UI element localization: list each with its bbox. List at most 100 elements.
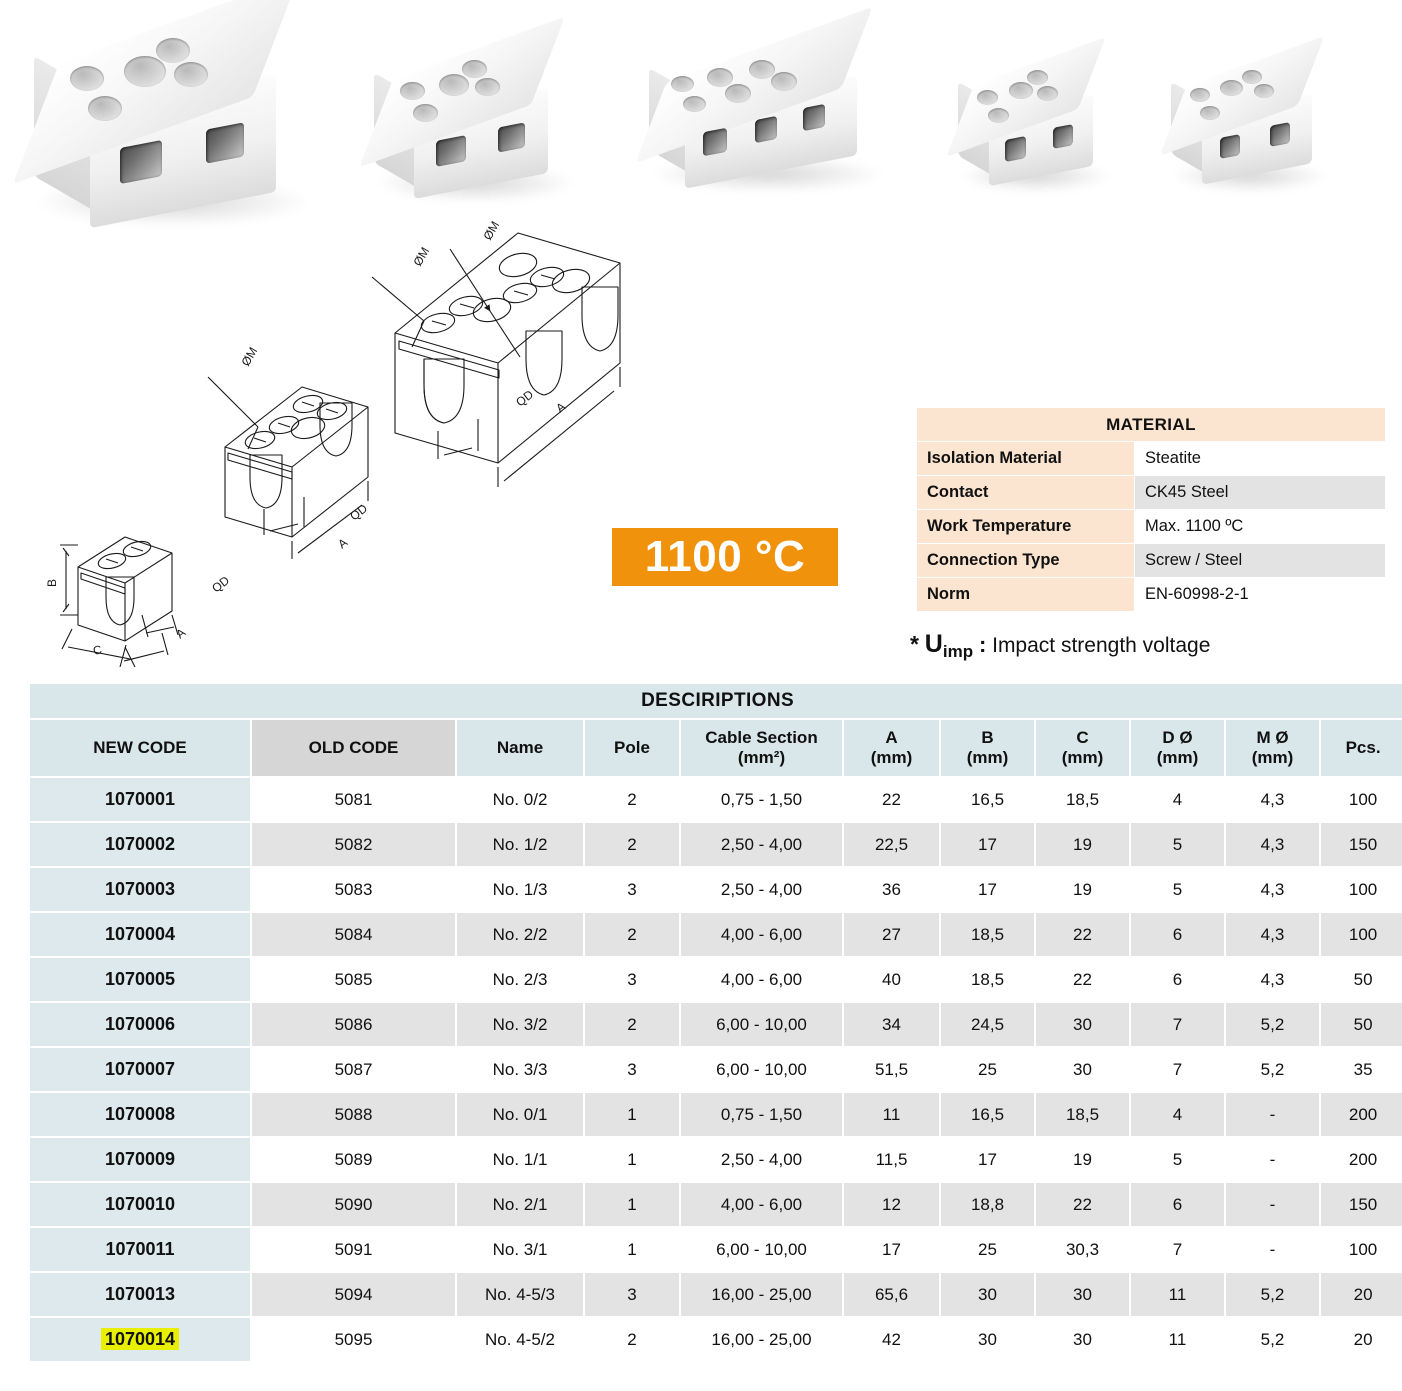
cell-new-code: 1070005 bbox=[28, 956, 252, 1003]
cell-pcs: 200 bbox=[1318, 1136, 1402, 1183]
cell-c: 18,5 bbox=[1034, 776, 1131, 823]
a-line2: (mm) bbox=[870, 748, 913, 767]
descriptions-header-row: NEW CODE OLD CODE Name Pole Cable Sectio… bbox=[28, 718, 1402, 778]
cell-cable-section: 0,75 - 1,50 bbox=[679, 776, 844, 823]
cell-a: 40 bbox=[842, 956, 941, 1003]
cell-b: 17 bbox=[939, 1136, 1036, 1183]
material-key-connection-type: Connection Type bbox=[916, 543, 1135, 578]
column-header-new-code: NEW CODE bbox=[28, 718, 252, 778]
cable-entry-hole bbox=[803, 103, 825, 132]
material-key-work-temperature: Work Temperature bbox=[916, 509, 1135, 544]
cell-b: 16,5 bbox=[939, 1091, 1036, 1138]
cell-a: 42 bbox=[842, 1316, 941, 1363]
cell-pole: 2 bbox=[583, 776, 681, 823]
material-value-isolation-material: Steatite bbox=[1134, 441, 1386, 476]
cell-c: 18,5 bbox=[1034, 1091, 1131, 1138]
material-title-row: MATERIAL bbox=[916, 407, 1386, 442]
cell-cable-section: 6,00 - 10,00 bbox=[679, 1001, 844, 1048]
column-header-d-diameter: D Ø (mm) bbox=[1129, 718, 1226, 778]
d-line1: D Ø bbox=[1162, 728, 1193, 748]
cell-pole: 2 bbox=[583, 821, 681, 868]
cell-m-diameter: 4,3 bbox=[1224, 866, 1321, 913]
cable-section-line1: Cable Section bbox=[705, 728, 818, 748]
cell-old-code: 5081 bbox=[250, 776, 457, 823]
dim-diameter-m-large bbox=[371, 248, 521, 358]
table-row: 1070010 5090 No. 2/1 1 4,00 - 6,00 12 18,8 22 6-… bbox=[28, 1181, 1402, 1228]
material-row: Isolation Material Steatite bbox=[916, 441, 1386, 476]
cell-pcs: 100 bbox=[1318, 866, 1402, 913]
cell-b: 30 bbox=[939, 1271, 1036, 1318]
cell-a: 22,5 bbox=[842, 821, 941, 868]
cell-m-diameter: 4,3 bbox=[1224, 821, 1321, 868]
product-photo-terminal-block-2-pole-large bbox=[12, 0, 328, 229]
cell-pole: 3 bbox=[583, 1271, 681, 1318]
cell-c: 30,3 bbox=[1034, 1226, 1131, 1273]
column-header-pole: Pole bbox=[583, 718, 681, 778]
dim-a-qd-small bbox=[119, 614, 179, 668]
material-key-contact: Contact bbox=[916, 475, 1135, 510]
screw-hole-top bbox=[1190, 88, 1210, 102]
dim-label-qd: QD bbox=[347, 501, 370, 523]
screw-hole-top bbox=[462, 60, 487, 78]
table-row: 1070002 5082 No. 1/2 2 2,50 - 4,00 22,5 17 19 5 4… bbox=[28, 821, 1402, 868]
cell-new-code: 1070014 bbox=[28, 1316, 252, 1363]
cell-pole: 1 bbox=[583, 1136, 681, 1183]
screw-hole-top bbox=[1037, 86, 1058, 101]
uimp-colon: : bbox=[978, 632, 987, 657]
cell-pcs: 50 bbox=[1318, 956, 1402, 1003]
cell-pcs: 20 bbox=[1318, 1316, 1402, 1363]
cell-c: 30 bbox=[1034, 1271, 1131, 1318]
product-photo-terminal-block-3-pole bbox=[635, 6, 890, 192]
cell-d-diameter: 5 bbox=[1129, 821, 1226, 868]
cell-name: No. 2/2 bbox=[455, 911, 585, 958]
screw-hole-top bbox=[70, 66, 104, 91]
c-line2: (mm) bbox=[1061, 748, 1104, 767]
drawing-medium-block bbox=[224, 386, 369, 538]
cell-d-diameter: 6 bbox=[1129, 1181, 1226, 1228]
cell-name: No. 0/2 bbox=[455, 776, 585, 823]
dim-label-a: A bbox=[335, 535, 350, 551]
cell-cable-section: 4,00 - 6,00 bbox=[679, 1181, 844, 1228]
cable-entry-hole bbox=[1005, 135, 1026, 163]
cell-a: 12 bbox=[842, 1181, 941, 1228]
cell-a: 22 bbox=[842, 776, 941, 823]
cell-d-diameter: 4 bbox=[1129, 776, 1226, 823]
cell-c: 22 bbox=[1034, 956, 1131, 1003]
cell-name: No. 1/3 bbox=[455, 866, 585, 913]
dim-label-diameter-m: ØM bbox=[410, 245, 432, 269]
cell-new-code: 1070006 bbox=[28, 1001, 252, 1048]
cell-pcs: 20 bbox=[1318, 1271, 1402, 1318]
cell-b: 17 bbox=[939, 866, 1036, 913]
cell-pcs: 35 bbox=[1318, 1046, 1402, 1093]
material-table-title: MATERIAL bbox=[916, 407, 1386, 442]
cell-old-code: 5086 bbox=[250, 1001, 457, 1048]
cell-c: 30 bbox=[1034, 1046, 1131, 1093]
cell-new-code: 1070013 bbox=[28, 1271, 252, 1318]
m-line1: M Ø bbox=[1256, 728, 1289, 748]
cell-m-diameter: - bbox=[1224, 1181, 1321, 1228]
screw-hole-top bbox=[1200, 106, 1220, 120]
material-row: Contact CK45 Steel bbox=[916, 475, 1386, 510]
m-line2: (mm) bbox=[1251, 748, 1294, 767]
dim-label-diameter-m: ØM bbox=[238, 345, 260, 369]
descriptions-table-title: DESCIRIPTIONS bbox=[27, 682, 1402, 720]
dim-b bbox=[60, 544, 78, 616]
cell-new-code: 1070010 bbox=[28, 1181, 252, 1228]
c-line1: C bbox=[1076, 728, 1089, 748]
screw-hole-top bbox=[1220, 80, 1243, 96]
cell-b: 18,5 bbox=[939, 911, 1036, 958]
cell-old-code: 5083 bbox=[250, 866, 457, 913]
cell-old-code: 5087 bbox=[250, 1046, 457, 1093]
material-key-norm: Norm bbox=[916, 577, 1135, 612]
screw-hole-top bbox=[977, 90, 998, 105]
cell-a: 65,6 bbox=[842, 1271, 941, 1318]
cell-b: 16,5 bbox=[939, 776, 1036, 823]
cell-pole: 1 bbox=[583, 1091, 681, 1138]
screw-hole-top bbox=[439, 74, 469, 96]
highlighted-code: 1070014 bbox=[100, 1328, 180, 1350]
cell-name: No. 3/3 bbox=[455, 1046, 585, 1093]
screw-hole-top bbox=[1009, 82, 1033, 99]
cell-new-code: 1070004 bbox=[28, 911, 252, 958]
table-row: 1070004 5084 No. 2/2 2 4,00 - 6,00 27 18,5 22 6 4… bbox=[28, 911, 1402, 958]
screw-hole-top bbox=[475, 78, 500, 96]
